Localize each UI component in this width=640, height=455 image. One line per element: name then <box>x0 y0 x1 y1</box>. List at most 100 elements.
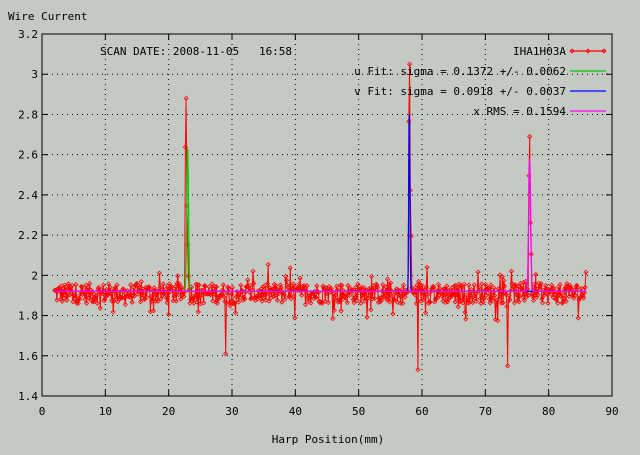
data-point <box>192 292 198 298</box>
data-point <box>96 284 102 291</box>
data-point <box>443 291 449 297</box>
data-point <box>574 284 581 291</box>
data-point <box>555 300 561 306</box>
data-point <box>251 280 257 286</box>
data-point <box>107 284 113 290</box>
data-point <box>442 299 448 306</box>
data-point <box>90 299 96 305</box>
data-point <box>504 303 510 309</box>
data-point <box>179 284 185 290</box>
series-layer <box>52 61 589 373</box>
data-point <box>420 297 426 303</box>
x-tick-label: 50 <box>352 405 365 418</box>
data-point <box>368 307 374 313</box>
data-point <box>242 296 248 302</box>
data-point <box>231 300 237 306</box>
data-point <box>287 265 293 271</box>
data-point <box>359 284 365 290</box>
data-point <box>358 300 364 306</box>
x-tick-label: 10 <box>99 405 112 418</box>
data-point <box>543 283 549 289</box>
data-point <box>279 299 285 305</box>
data-point <box>424 264 430 270</box>
data-point <box>221 294 227 300</box>
data-point <box>90 299 96 305</box>
data-point <box>172 284 179 290</box>
data-point <box>444 283 450 289</box>
data-point <box>376 295 382 301</box>
data-point <box>85 284 91 290</box>
data-point <box>194 299 200 305</box>
data-point <box>448 292 454 299</box>
data-point <box>339 282 345 289</box>
data-point <box>87 280 93 287</box>
data-point <box>84 300 90 306</box>
data-point <box>381 293 388 299</box>
data-point <box>131 285 137 291</box>
series-fit-line-x <box>54 158 587 292</box>
data-point <box>488 282 494 288</box>
data-point <box>427 299 433 305</box>
legend-marker <box>601 48 607 54</box>
data-point <box>232 300 238 306</box>
data-point <box>166 281 172 287</box>
data-point <box>492 292 498 299</box>
data-point <box>152 288 158 294</box>
data-point <box>375 299 381 305</box>
data-point <box>422 310 429 316</box>
data-point <box>498 300 505 306</box>
data-point <box>292 315 298 321</box>
data-point <box>65 281 71 287</box>
data-point <box>341 292 347 298</box>
data-point <box>188 296 194 303</box>
data-point <box>400 300 406 306</box>
data-point <box>223 351 229 357</box>
data-point <box>229 291 235 297</box>
data-point <box>264 291 270 297</box>
data-point <box>499 274 505 280</box>
y-tick-label: 1.8 <box>18 310 38 323</box>
data-point <box>513 282 519 289</box>
data-point <box>359 292 366 298</box>
y-tick-label: 2.4 <box>18 189 38 202</box>
data-point <box>296 281 302 288</box>
data-point <box>374 282 380 288</box>
legend-marker <box>585 48 591 54</box>
data-point <box>441 286 448 292</box>
data-point <box>407 61 413 67</box>
data-point <box>541 292 547 299</box>
data-point <box>439 293 445 299</box>
data-point <box>413 300 419 307</box>
data-point <box>250 268 256 274</box>
data-point <box>558 293 564 299</box>
data-point <box>300 286 306 292</box>
data-point <box>398 293 404 299</box>
data-point <box>331 307 337 313</box>
data-point <box>219 291 225 297</box>
data-point <box>351 300 357 306</box>
data-point <box>62 292 68 298</box>
data-point <box>496 296 502 302</box>
data-point <box>301 283 307 289</box>
plot-frame <box>41 33 613 397</box>
data-point <box>527 134 533 140</box>
data-point <box>378 297 385 304</box>
data-point <box>276 290 282 297</box>
data-point <box>400 282 407 288</box>
y-tick-label: 3 <box>31 68 38 81</box>
data-point <box>185 273 191 279</box>
data-point <box>268 295 274 301</box>
data-point <box>380 282 386 288</box>
data-point <box>229 285 236 291</box>
data-point <box>213 284 220 290</box>
data-point <box>64 297 70 303</box>
data-point <box>487 300 493 306</box>
data-point <box>202 283 208 289</box>
data-point <box>527 220 533 226</box>
data-point <box>389 293 395 299</box>
data-point <box>71 295 77 301</box>
data-point <box>61 295 67 301</box>
data-point <box>174 280 180 287</box>
data-point <box>82 296 88 303</box>
